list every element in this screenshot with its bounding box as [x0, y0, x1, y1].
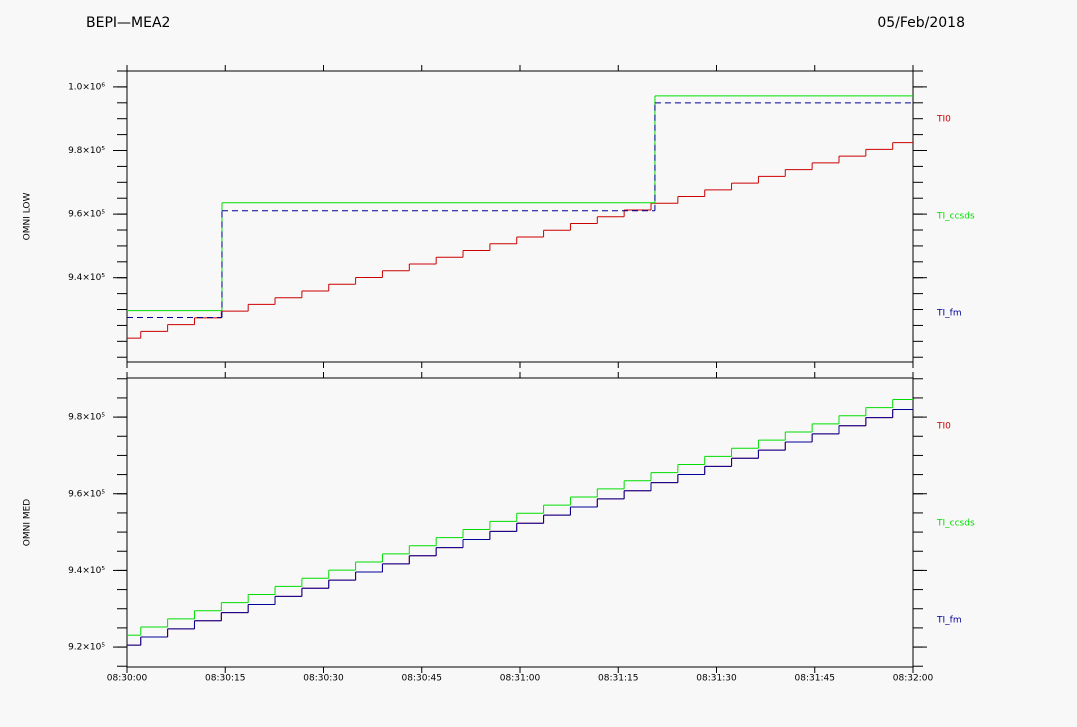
x-tick-label: 08:30:45	[402, 674, 442, 684]
y-tick-label: 9.4×10⁵	[68, 273, 105, 283]
legend-label: TI_ccsds	[936, 519, 975, 529]
x-tick-label: 08:30:30	[303, 674, 344, 684]
legend-label: TI0	[936, 115, 951, 125]
y-axis-label: OMNI LOW	[23, 193, 33, 241]
plot-frame	[126, 377, 914, 668]
y-tick-label: 9.8×10⁵	[68, 413, 105, 423]
y-tick-label: 9.6×10⁵	[68, 210, 105, 220]
y-tick-label: 9.4×10⁵	[68, 566, 105, 576]
legend-label: TI_ccsds	[936, 212, 975, 222]
y-tick-label: 9.2×10⁵	[68, 643, 105, 653]
x-tick-label: 08:31:45	[795, 674, 835, 684]
y-tick-label: 9.6×10⁵	[68, 489, 105, 499]
y-tick-label: 9.8×10⁵	[68, 146, 105, 156]
title: BEPI—MEA2	[86, 15, 170, 31]
legend-label: TI0	[936, 422, 951, 432]
x-tick-label: 08:31:30	[696, 674, 737, 684]
date: 05/Feb/2018	[877, 15, 965, 31]
x-tick-label: 08:30:00	[107, 674, 148, 684]
legend-label: TI_fm	[936, 616, 962, 626]
plot-frame	[126, 70, 914, 363]
y-tick-label: 1.0×10⁶	[68, 82, 105, 92]
legend-label: TI_fm	[936, 309, 962, 319]
x-tick-label: 08:31:00	[500, 674, 541, 684]
x-tick-label: 08:31:15	[598, 674, 638, 684]
x-tick-label: 08:30:15	[205, 674, 245, 684]
y-axis-label: OMNI MED	[23, 499, 33, 547]
x-tick-label: 08:32:00	[893, 674, 934, 684]
